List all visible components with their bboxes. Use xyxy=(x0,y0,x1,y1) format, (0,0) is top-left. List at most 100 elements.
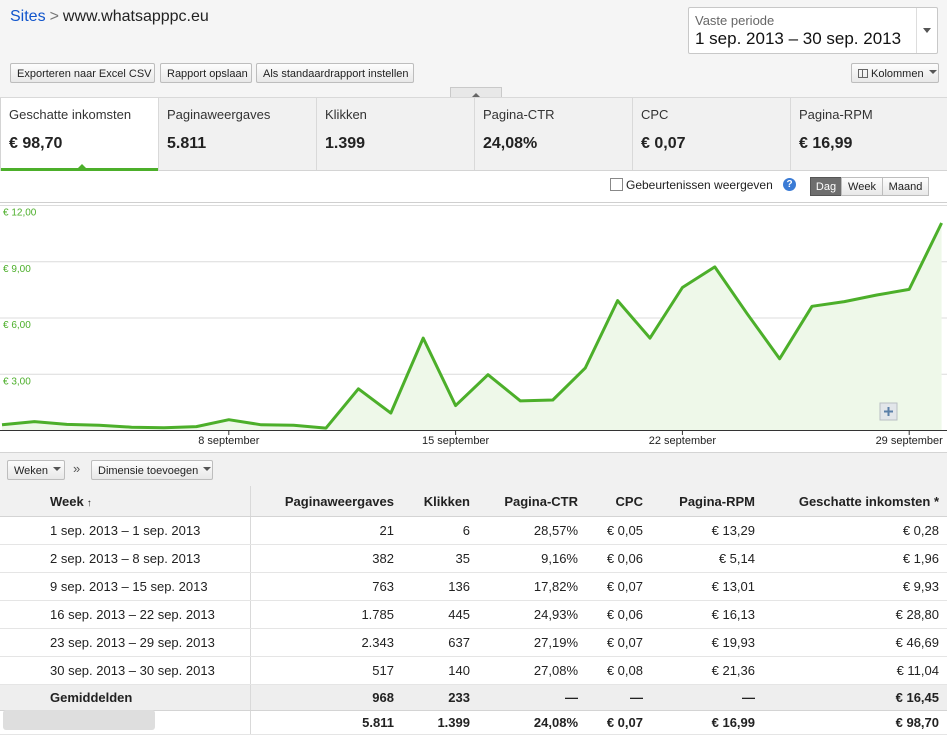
column-header-week[interactable]: Week ↑ xyxy=(0,486,251,517)
cell-earnings: € 0,28 xyxy=(763,516,947,545)
metric-title: Paginaweergaves xyxy=(167,107,271,122)
collapse-toggle[interactable] xyxy=(450,87,502,97)
table-row: 23 sep. 2013 – 29 sep. 2013 2.343 637 27… xyxy=(0,628,947,657)
cell-pageviews: 763 xyxy=(250,572,402,601)
chevron-down-icon xyxy=(53,467,62,475)
add-dimension-label: Dimensie toevoegen xyxy=(98,465,199,477)
cell-page-ctr: 27,19% xyxy=(478,628,586,657)
weeks-dropdown-label: Weken xyxy=(14,465,49,477)
column-header-page-rpm[interactable]: Pagina-RPM xyxy=(651,486,763,517)
metric-title: Pagina-RPM xyxy=(799,107,873,122)
cell-week: 1 sep. 2013 – 1 sep. 2013 xyxy=(0,516,251,545)
show-events-checkbox[interactable] xyxy=(610,178,623,191)
metric-tabs: Geschatte inkomsten € 98,70 Paginaweerga… xyxy=(0,98,947,171)
granularity-week-button[interactable]: Week xyxy=(841,177,883,196)
cell-pageviews: 517 xyxy=(250,656,402,685)
y-tick-label: € 3,00 xyxy=(3,376,31,387)
weeks-dropdown[interactable]: Weken xyxy=(7,460,65,480)
metric-tab-page-ctr[interactable]: Pagina-CTR 24,08% xyxy=(475,98,633,170)
table-row: 1 sep. 2013 – 1 sep. 2013 21 6 28,57% € … xyxy=(0,516,947,545)
y-tick-label: € 9,00 xyxy=(3,264,31,275)
x-tick-label: 8 september xyxy=(198,435,259,447)
active-notch xyxy=(77,159,87,169)
column-header-cpc[interactable]: CPC xyxy=(586,486,651,517)
set-default-report-button[interactable]: Als standaardrapport instellen xyxy=(256,63,414,83)
column-header-label: Week xyxy=(50,493,84,509)
date-range-picker[interactable]: Vaste periode 1 sep. 2013 – 30 sep. 2013 xyxy=(688,7,938,54)
column-header-estimated-earnings[interactable]: Geschatte inkomsten * xyxy=(763,486,947,517)
cell-page-rpm: € 21,36 xyxy=(651,656,763,685)
cell-clicks: 136 xyxy=(402,572,478,601)
metric-value: € 0,07 xyxy=(641,135,686,152)
cell-page-rpm: € 16,13 xyxy=(651,600,763,629)
cell-pageviews: 382 xyxy=(250,544,402,573)
granularity-day-button[interactable]: Dag xyxy=(810,177,842,196)
cell-earnings: € 28,80 xyxy=(763,600,947,629)
metric-value: 5.811 xyxy=(167,135,207,152)
active-indicator xyxy=(1,168,158,171)
cell-earnings: € 9,93 xyxy=(763,572,947,601)
metric-tab-pageviews[interactable]: Paginaweergaves 5.811 xyxy=(159,98,317,170)
breadcrumb-current: www.whatsapppc.eu xyxy=(62,8,209,25)
cell-page-ctr: 9,16% xyxy=(478,544,586,573)
cell-pageviews: 21 xyxy=(250,516,402,545)
column-header-clicks[interactable]: Klikken xyxy=(402,486,478,517)
top-bar: Sites > www.whatsapppc.eu Vaste periode 1 … xyxy=(0,0,947,98)
save-report-button[interactable]: Rapport opslaan xyxy=(160,63,252,83)
table-row: 30 sep. 2013 – 30 sep. 2013 517 140 27,0… xyxy=(0,656,947,685)
columns-label: Kolommen xyxy=(871,68,924,80)
cell-earnings: € 11,04 xyxy=(763,656,947,685)
cell-clicks: 35 xyxy=(402,544,478,573)
granularity-month-button[interactable]: Maand xyxy=(882,177,929,196)
table-header-row: Week ↑ Paginaweergaves Klikken Pagina-CTR… xyxy=(0,486,947,517)
double-chevron-icon: » xyxy=(73,461,81,476)
columns-icon xyxy=(858,69,868,78)
cell-week: 2 sep. 2013 – 8 sep. 2013 xyxy=(0,544,251,573)
metric-value: 24,08% xyxy=(483,135,538,152)
cell-earnings: € 16,45 xyxy=(763,684,947,711)
table-row: 16 sep. 2013 – 22 sep. 2013 1.785 445 24… xyxy=(0,600,947,629)
cell-page-ctr: 24,93% xyxy=(478,600,586,629)
help-icon[interactable]: ? xyxy=(783,178,796,191)
cell-cpc: € 0,07 xyxy=(586,628,651,657)
metric-tab-estimated-earnings[interactable]: Geschatte inkomsten € 98,70 xyxy=(0,98,159,171)
cell-week: Gemiddelden xyxy=(0,684,251,711)
cell-cpc: — xyxy=(586,684,651,711)
show-events-label: Gebeurtenissen weergeven xyxy=(626,178,773,192)
cell-cpc: € 0,05 xyxy=(586,516,651,545)
cell-page-rpm: € 19,93 xyxy=(651,628,763,657)
chevron-down-icon xyxy=(203,467,212,475)
cell-pageviews: 1.785 xyxy=(250,600,402,629)
zoom-plus-icon[interactable] xyxy=(879,402,898,421)
earnings-chart: € 12,00 € 9,00 € 6,00 € 3,00 8 september 15 … xyxy=(0,202,947,447)
metric-tab-page-rpm[interactable]: Pagina-RPM € 16,99 xyxy=(791,98,947,170)
cell-week: 16 sep. 2013 – 22 sep. 2013 xyxy=(0,600,251,629)
metric-value: € 16,99 xyxy=(799,135,853,152)
cell-clicks: 637 xyxy=(402,628,478,657)
metric-title: Pagina-CTR xyxy=(483,107,555,122)
metric-tab-cpc[interactable]: CPC € 0,07 xyxy=(633,98,791,170)
breadcrumb-sites-link[interactable]: Sites xyxy=(10,8,46,25)
metric-tab-clicks[interactable]: Klikken 1.399 xyxy=(317,98,475,170)
columns-button[interactable]: Kolommen xyxy=(851,63,939,83)
cell-clicks: 233 xyxy=(402,684,478,711)
add-dimension-dropdown[interactable]: Dimensie toevoegen xyxy=(91,460,213,480)
cell-clicks: 140 xyxy=(402,656,478,685)
column-header-page-ctr[interactable]: Pagina-CTR xyxy=(478,486,586,517)
cell-pageviews: 2.343 xyxy=(250,628,402,657)
cell-pageviews: 968 xyxy=(250,684,402,711)
cell-page-ctr: 27,08% xyxy=(478,656,586,685)
show-events-toggle[interactable]: Gebeurtenissen weergeven xyxy=(610,178,773,192)
horizontal-scrollbar[interactable] xyxy=(3,710,155,730)
cell-cpc: € 0,07 xyxy=(586,572,651,601)
metric-title: CPC xyxy=(641,107,669,122)
table-row: 9 sep. 2013 – 15 sep. 2013 763 136 17,82… xyxy=(0,572,947,601)
date-range-label: Vaste periode xyxy=(695,13,775,28)
metric-title: Geschatte inkomsten xyxy=(9,107,132,122)
cell-earnings: € 1,96 xyxy=(763,544,947,573)
column-header-pageviews[interactable]: Paginaweergaves xyxy=(250,486,402,517)
export-csv-button[interactable]: Exporteren naar Excel CSV xyxy=(10,63,155,83)
averages-row: Gemiddelden 968 233 — — — € 16,45 xyxy=(0,684,947,711)
chevron-down-icon[interactable] xyxy=(916,8,937,53)
x-tick-label: 29 september xyxy=(876,435,944,447)
